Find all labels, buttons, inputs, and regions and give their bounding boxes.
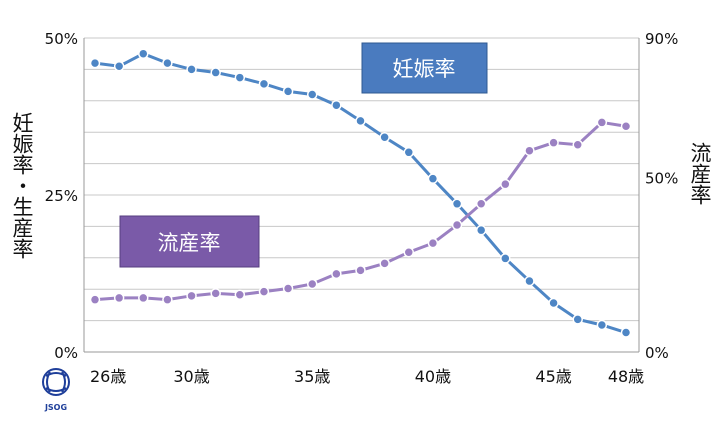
series-point — [186, 290, 197, 302]
series-point — [282, 86, 294, 97]
jsog-logo: JSOG — [42, 368, 70, 412]
series-point — [331, 268, 342, 280]
y-right-tick-label: 0% — [645, 344, 669, 362]
series-point — [548, 297, 559, 309]
y-left-tick-label: 0% — [54, 344, 78, 362]
x-tick-label: 40歳 — [415, 367, 451, 386]
series-point — [596, 117, 608, 128]
series-point — [355, 265, 366, 276]
series-point — [475, 224, 487, 236]
series-point — [138, 292, 149, 304]
series-point — [572, 139, 583, 151]
series-point — [258, 286, 270, 297]
y-left-axis-label: 妊娠率・生産率 — [10, 112, 34, 259]
series-point — [355, 115, 366, 127]
y-right-axis-label: 流産率 — [688, 142, 712, 205]
series-point — [113, 61, 125, 72]
series-line — [94, 52, 627, 334]
y-left-tick-label: 25% — [45, 187, 78, 205]
series-point — [379, 258, 390, 269]
series-point — [403, 246, 415, 258]
series-point — [451, 219, 463, 231]
series-point — [500, 253, 511, 264]
series-point — [620, 327, 632, 338]
series-point — [234, 289, 246, 301]
series-point — [451, 198, 463, 210]
series-point — [427, 237, 439, 249]
x-tick-label: 26歳 — [90, 367, 126, 386]
series-point — [331, 99, 342, 111]
series — [89, 48, 632, 338]
series-point — [524, 275, 535, 287]
x-tick-label: 30歳 — [173, 367, 209, 386]
series-point — [186, 64, 197, 75]
y-right-tick-label: 90% — [645, 30, 678, 48]
series-point — [89, 57, 101, 69]
series-point — [162, 294, 173, 305]
series-point — [524, 145, 535, 156]
miscarriage-rate-box-text: 流産率 — [158, 231, 221, 255]
series-point — [620, 121, 632, 132]
x-tick-label: 48歳 — [608, 367, 644, 386]
series-point — [258, 78, 270, 90]
series-point — [162, 57, 173, 69]
series-point — [572, 314, 583, 325]
series-point — [306, 89, 318, 100]
y-left-tick-label: 50% — [45, 30, 78, 48]
x-tick-label: 35歳 — [294, 367, 330, 386]
series-point — [138, 48, 149, 59]
series-point — [475, 198, 487, 209]
series-point — [596, 319, 608, 331]
miscarriage-rate-label-box: 流産率 — [119, 215, 260, 268]
series-point — [210, 288, 221, 299]
series-point — [89, 294, 101, 305]
axes — [83, 38, 640, 353]
series-point — [548, 137, 559, 148]
series-point — [306, 278, 318, 290]
series-point — [210, 67, 221, 78]
x-tick-label: 45歳 — [535, 367, 571, 386]
jsog-logo-text: JSOG — [44, 403, 67, 412]
pregnancy-rate-box-text: 妊娠率 — [393, 57, 456, 81]
series-point — [403, 147, 415, 158]
pregnancy-rate-label-box: 妊娠率 — [361, 42, 488, 94]
series-point — [500, 178, 511, 190]
series-point — [427, 173, 439, 184]
series-point — [113, 292, 125, 304]
tick-labels: 50% 25% 0% 90% 50% 0% 26歳 30歳 35歳 40歳 45歳 48歳 — [45, 30, 679, 386]
y-right-tick-label: 50% — [645, 170, 678, 188]
series-point — [234, 72, 246, 83]
series-point — [282, 283, 294, 294]
series-point — [379, 131, 390, 143]
